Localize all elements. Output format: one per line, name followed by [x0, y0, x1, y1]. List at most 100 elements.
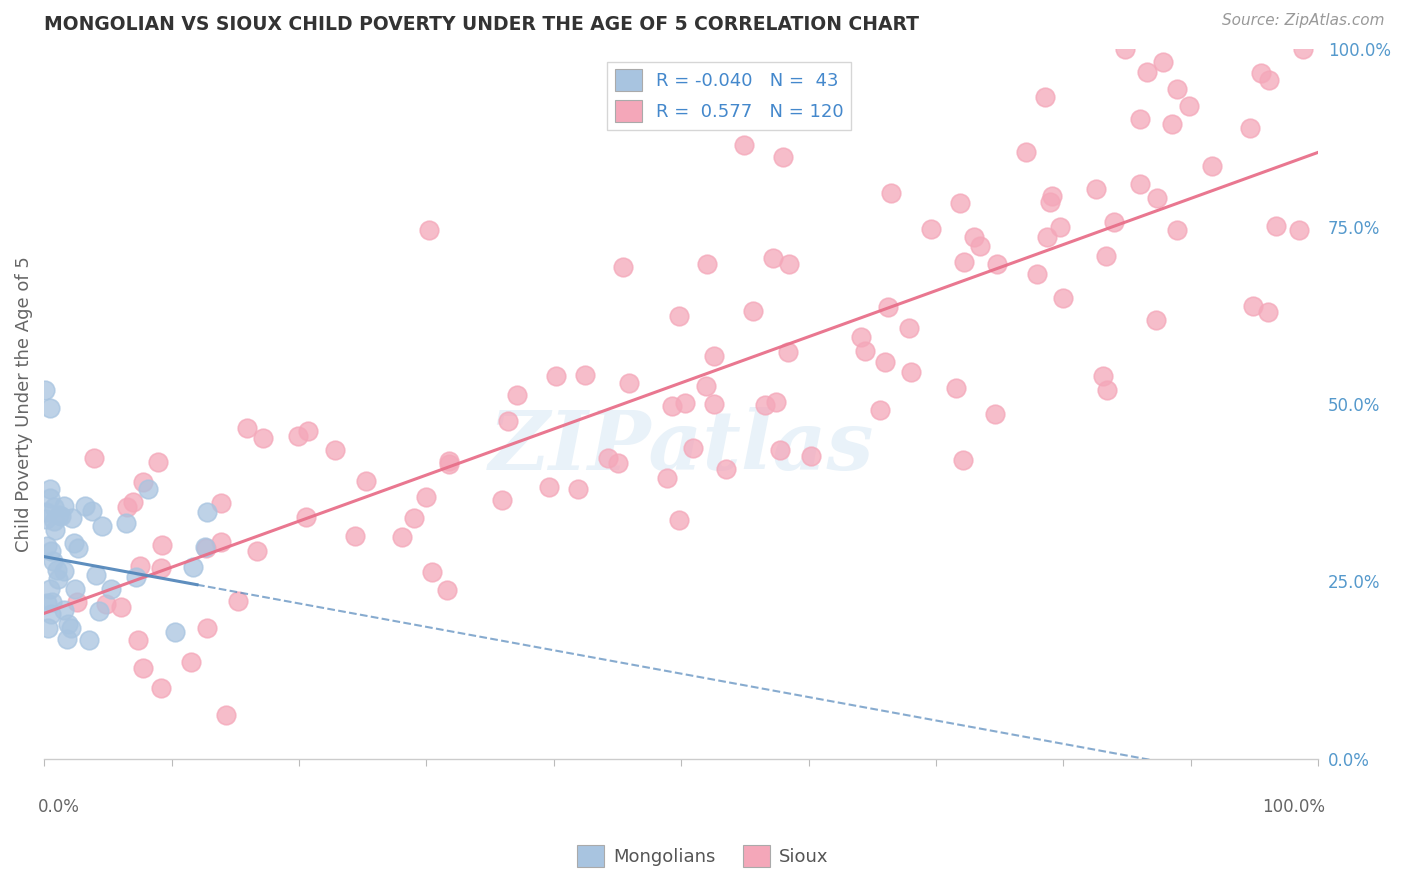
Point — [163, 625, 186, 640]
Point — [236, 421, 259, 435]
Point — [44, 514, 66, 528]
Point — [984, 407, 1007, 421]
Point — [45, 563, 67, 577]
Point — [1040, 189, 1063, 203]
Point — [945, 381, 967, 395]
Point — [1177, 98, 1199, 112]
Point — [136, 482, 159, 496]
Text: MONGOLIAN VS SIOUX CHILD POVERTY UNDER THE AGE OF 5 CORRELATION CHART: MONGOLIAN VS SIOUX CHILD POVERTY UNDER T… — [44, 15, 920, 34]
Point — [436, 583, 458, 598]
Point — [1114, 42, 1136, 56]
Point — [39, 401, 62, 415]
Point — [53, 564, 76, 578]
Point — [762, 251, 785, 265]
Point — [952, 452, 974, 467]
Point — [44, 500, 66, 514]
Point — [146, 455, 169, 469]
Point — [849, 330, 872, 344]
Point — [986, 257, 1008, 271]
Point — [668, 513, 690, 527]
Point — [344, 529, 367, 543]
Point — [228, 593, 250, 607]
Point — [1292, 42, 1315, 56]
Point — [73, 499, 96, 513]
Point — [496, 414, 519, 428]
Point — [115, 516, 138, 531]
Point — [150, 538, 173, 552]
Point — [402, 510, 425, 524]
Point — [754, 398, 776, 412]
Point — [1015, 145, 1038, 160]
Point — [920, 221, 942, 235]
Point — [776, 345, 799, 359]
Point — [83, 451, 105, 466]
Point — [125, 570, 148, 584]
Point — [1166, 82, 1188, 96]
Point — [778, 256, 800, 270]
Point — [952, 255, 974, 269]
Point — [1102, 215, 1125, 229]
Point — [209, 535, 232, 549]
Point — [1026, 267, 1049, 281]
Point — [41, 595, 63, 609]
Point — [1160, 117, 1182, 131]
Point — [900, 364, 922, 378]
Legend: R = -0.040   N =  43, R =  0.577   N = 120: R = -0.040 N = 43, R = 0.577 N = 120 — [607, 62, 851, 129]
Point — [37, 539, 59, 553]
Point — [1153, 55, 1175, 70]
Point — [252, 431, 274, 445]
Point — [1166, 223, 1188, 237]
Text: 0.0%: 0.0% — [38, 797, 80, 816]
Point — [1129, 112, 1152, 127]
Point — [44, 523, 66, 537]
Point — [1129, 177, 1152, 191]
Point — [668, 309, 690, 323]
Point — [246, 544, 269, 558]
Point — [195, 541, 218, 556]
Point — [963, 230, 986, 244]
Point — [127, 633, 149, 648]
Point — [51, 508, 73, 523]
Point — [772, 150, 794, 164]
Point — [1052, 291, 1074, 305]
Point — [297, 424, 319, 438]
Point — [1036, 229, 1059, 244]
Point — [82, 504, 104, 518]
Y-axis label: Child Poverty Under the Age of 5: Child Poverty Under the Age of 5 — [15, 256, 32, 552]
Point — [215, 707, 238, 722]
Point — [121, 495, 143, 509]
Point — [63, 582, 86, 596]
Point — [800, 449, 823, 463]
Point — [91, 519, 114, 533]
Point — [52, 603, 75, 617]
Point — [150, 681, 173, 696]
Point — [39, 482, 62, 496]
Point — [46, 572, 69, 586]
Point — [1239, 120, 1261, 135]
Point — [869, 403, 891, 417]
Point — [67, 541, 90, 555]
Point — [1038, 194, 1060, 209]
Point — [491, 492, 513, 507]
Point — [39, 491, 62, 506]
Point — [100, 582, 122, 597]
Point — [1094, 249, 1116, 263]
Point — [655, 471, 678, 485]
Point — [287, 429, 309, 443]
Point — [741, 304, 763, 318]
Point — [391, 531, 413, 545]
Point — [63, 536, 86, 550]
Point — [682, 442, 704, 456]
Point — [39, 544, 62, 558]
Point — [418, 223, 440, 237]
Point — [733, 138, 755, 153]
Point — [1049, 220, 1071, 235]
Point — [295, 509, 318, 524]
Point — [48, 508, 70, 522]
Point — [1091, 368, 1114, 383]
Point — [131, 475, 153, 489]
Point — [765, 395, 787, 409]
Point — [546, 369, 568, 384]
Point — [149, 561, 172, 575]
Point — [180, 655, 202, 669]
